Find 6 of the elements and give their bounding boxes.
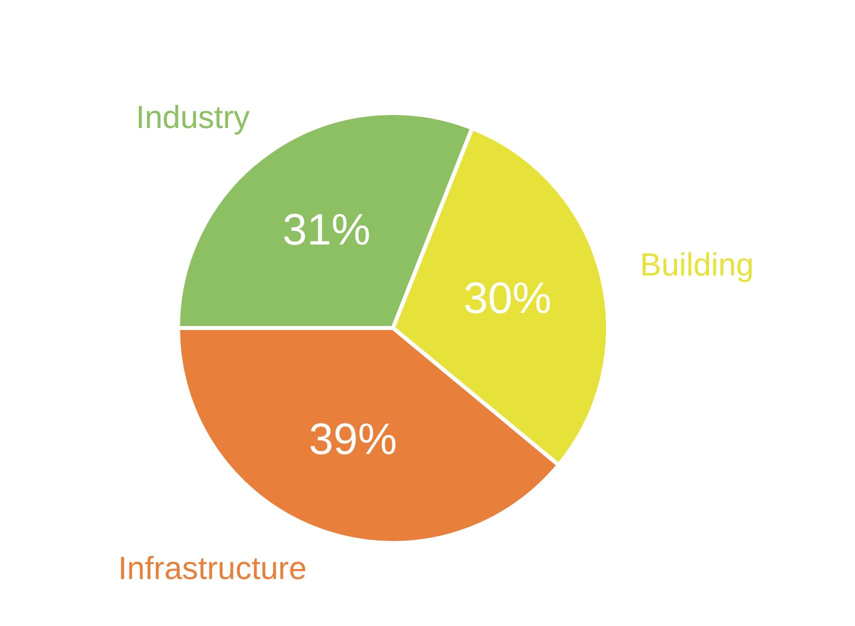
data-label: 30%: [463, 274, 552, 324]
slice-label: Infrastructure: [118, 550, 307, 586]
slice-label: Industry: [136, 99, 250, 136]
slice-label: Building: [640, 246, 754, 283]
data-label: 39%: [308, 414, 397, 464]
data-label: 31%: [282, 206, 371, 255]
